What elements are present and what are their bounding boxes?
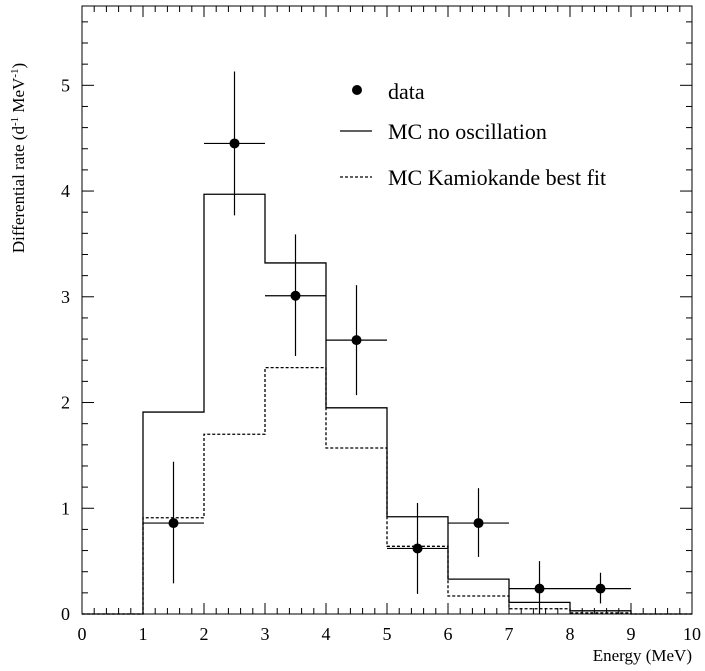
x-tick-label: 1 — [139, 624, 148, 644]
data-point — [473, 518, 484, 529]
x-tick-label: 7 — [505, 624, 514, 644]
legend-mc-kamiokande-label: MC Kamiokande best fit — [388, 165, 606, 190]
data-point — [229, 138, 240, 149]
x-tick-label: 4 — [322, 624, 331, 644]
data-point — [412, 543, 423, 554]
mc-kamiokande-histogram — [82, 366, 692, 615]
data-point — [168, 518, 179, 529]
x-tick-label: 5 — [383, 624, 392, 644]
y-tick-label: 0 — [61, 604, 70, 624]
y-axis-title: Differential rate (d-1 MeV-1) — [9, 63, 28, 253]
mc-kamiokande-line — [82, 366, 692, 615]
y-tick-label: 3 — [61, 287, 70, 307]
legend-data-marker — [352, 85, 362, 95]
y-tick-label: 1 — [61, 498, 70, 518]
x-tick-label: 0 — [78, 624, 87, 644]
data-point — [534, 583, 545, 594]
x-axis-title: Energy (MeV) — [593, 646, 692, 665]
data-points — [143, 71, 631, 614]
x-tick-label: 2 — [200, 624, 209, 644]
x-tick-label: 8 — [566, 624, 575, 644]
data-point — [595, 583, 606, 594]
x-tick-label: 9 — [627, 624, 636, 644]
x-tick-label: 10 — [683, 624, 701, 644]
data-point — [290, 290, 301, 301]
legend-data-label: data — [388, 79, 425, 104]
x-axis-ticks: 0 1 2 3 4 5 6 7 8 9 10 — [78, 6, 701, 644]
x-tick-label: 3 — [261, 624, 270, 644]
data-point — [351, 335, 362, 346]
y-axis-ticks: 0 1 2 3 4 5 — [61, 21, 692, 624]
y-tick-label: 4 — [61, 181, 70, 201]
legend: data MC no oscillation MC Kamiokande bes… — [340, 79, 606, 190]
y-tick-label: 5 — [61, 75, 70, 95]
x-tick-label: 6 — [444, 624, 453, 644]
legend-mc-no-oscillation-label: MC no oscillation — [388, 119, 547, 144]
y-tick-label: 2 — [61, 393, 70, 413]
